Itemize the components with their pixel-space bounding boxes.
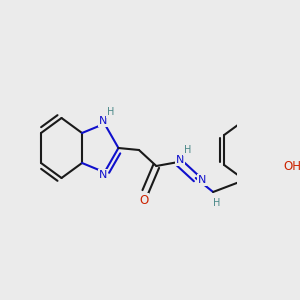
Text: N: N	[99, 170, 107, 180]
Text: OH: OH	[283, 160, 300, 173]
Text: H: H	[184, 145, 191, 155]
Text: H: H	[213, 198, 220, 208]
Text: O: O	[139, 194, 148, 208]
Text: N: N	[198, 175, 206, 185]
Text: H: H	[107, 107, 115, 117]
Text: N: N	[176, 155, 184, 165]
Text: N: N	[99, 116, 107, 126]
